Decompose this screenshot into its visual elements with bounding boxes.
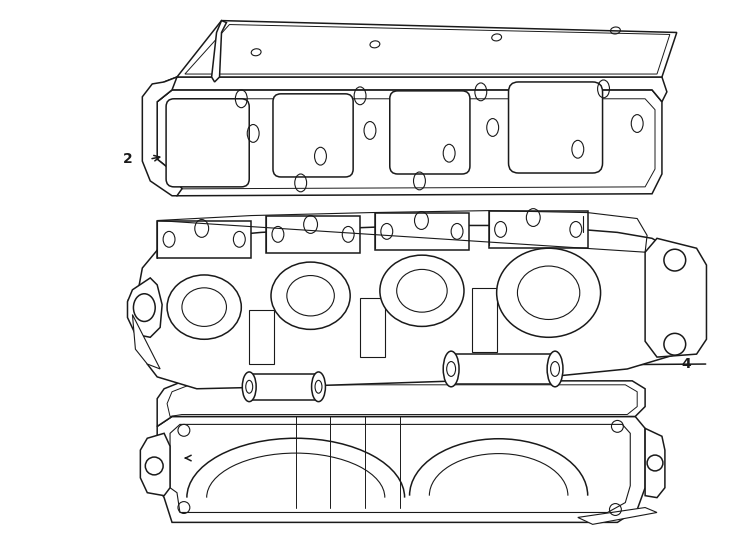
Ellipse shape [271,262,350,329]
Polygon shape [157,90,662,196]
Ellipse shape [242,372,256,402]
Ellipse shape [380,255,464,326]
Polygon shape [451,354,555,384]
Polygon shape [360,298,385,357]
Polygon shape [489,211,588,248]
Polygon shape [142,77,182,196]
Polygon shape [157,381,645,427]
Polygon shape [645,428,665,498]
FancyBboxPatch shape [509,82,603,173]
Polygon shape [157,416,645,522]
Polygon shape [578,508,657,524]
Ellipse shape [167,275,241,339]
Ellipse shape [497,248,600,338]
Polygon shape [250,374,319,400]
Ellipse shape [547,351,563,387]
Polygon shape [137,226,697,389]
Polygon shape [128,278,162,338]
Polygon shape [211,21,227,82]
Polygon shape [472,288,497,352]
FancyBboxPatch shape [273,94,353,177]
Ellipse shape [443,351,459,387]
Polygon shape [157,220,251,258]
Text: 3: 3 [215,375,225,389]
Polygon shape [375,213,469,250]
Text: 5: 5 [159,451,169,465]
Text: 4: 4 [682,357,691,371]
Polygon shape [132,314,160,369]
Polygon shape [266,215,360,253]
Text: 2: 2 [123,152,132,166]
Polygon shape [645,238,706,357]
Text: 1: 1 [126,298,135,312]
Polygon shape [250,309,274,364]
Polygon shape [140,433,170,496]
Polygon shape [157,77,667,102]
FancyBboxPatch shape [390,91,470,174]
Polygon shape [177,21,677,77]
Ellipse shape [311,372,325,402]
FancyBboxPatch shape [166,99,250,187]
